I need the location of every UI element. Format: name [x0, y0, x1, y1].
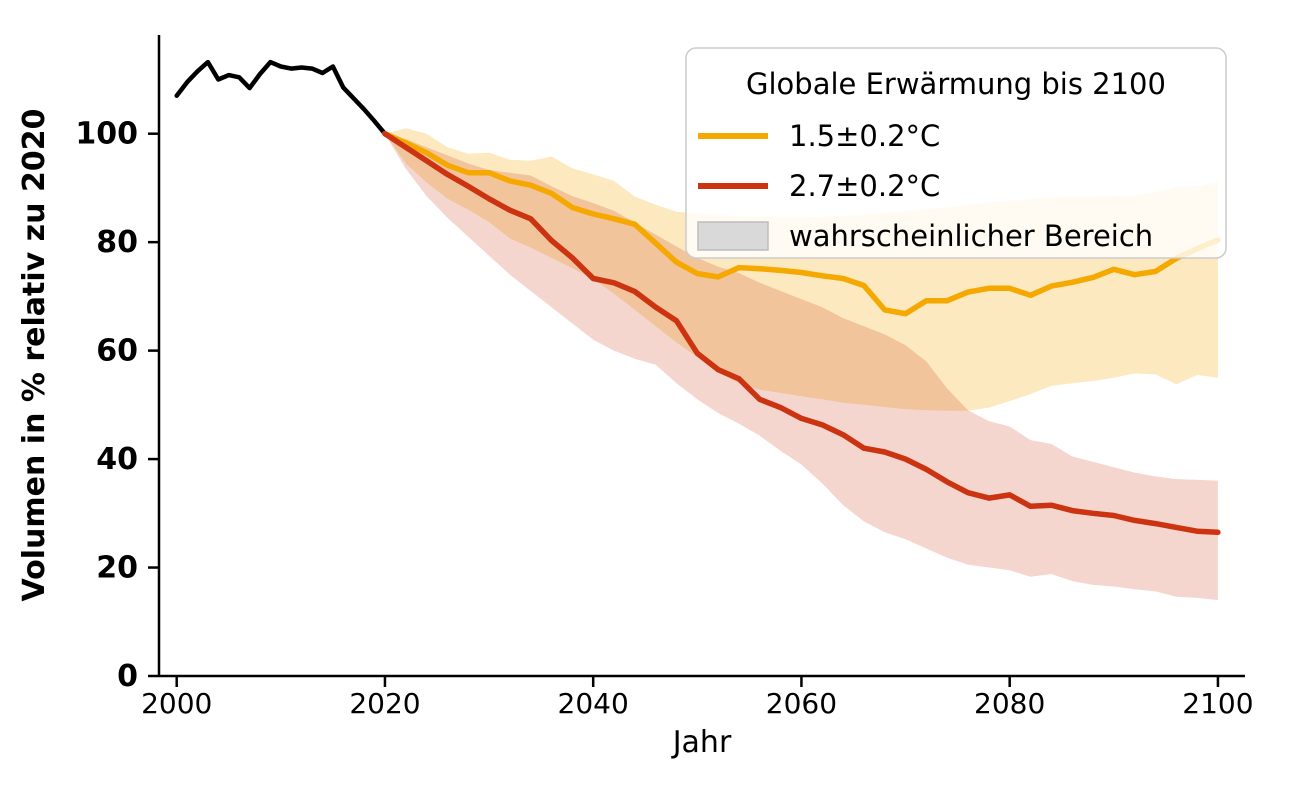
legend-items: 1.5±0.2°C 2.7±0.2°C wahrscheinlicher Berei… — [697, 119, 1153, 253]
y-tick-label: 100 — [75, 117, 138, 152]
x-tick-label: 2060 — [766, 687, 837, 720]
y-tick-label: 60 — [96, 334, 138, 369]
legend: Globale Erwärmung bis 2100 1.5±0.2°C 2.7±… — [685, 47, 1227, 259]
x-tick-label: 2080 — [974, 687, 1045, 720]
line-historical — [174, 59, 388, 136]
legend-item-label-2: wahrscheinlicher Bereich — [789, 219, 1153, 253]
y-tick-label: 20 — [96, 551, 138, 586]
line-1502C — [382, 130, 1221, 317]
legend-box — [685, 47, 1227, 259]
y-tick-label: 80 — [96, 225, 138, 260]
x-tick-label: 2040 — [558, 687, 629, 720]
y-axis-label: Volumen in % relativ zu 2020 — [17, 109, 52, 602]
uncertainty-bands-layer — [384, 128, 1218, 601]
y-tick-label: 40 — [96, 442, 138, 477]
legend-item-label-1: 2.7±0.2°C — [789, 169, 940, 203]
legend-title: Globale Erwärmung bis 2100 — [746, 67, 1166, 101]
legend-item-label-0: 1.5±0.2°C — [789, 119, 940, 153]
band-2702C — [384, 133, 1218, 601]
x-tick-label: 2020 — [349, 687, 420, 720]
series-lines-layer — [174, 59, 1221, 536]
x-tick-label: 2000 — [141, 687, 212, 720]
legend-swatch-patch-2 — [697, 221, 769, 251]
band-1502C — [384, 128, 1218, 411]
x-tick-label: 2100 — [1182, 687, 1253, 720]
x-axis-label: Jahr — [671, 725, 732, 760]
y-tick-label: 0 — [117, 659, 138, 694]
axes-layer — [157, 35, 1245, 678]
line-2702C — [382, 130, 1221, 536]
